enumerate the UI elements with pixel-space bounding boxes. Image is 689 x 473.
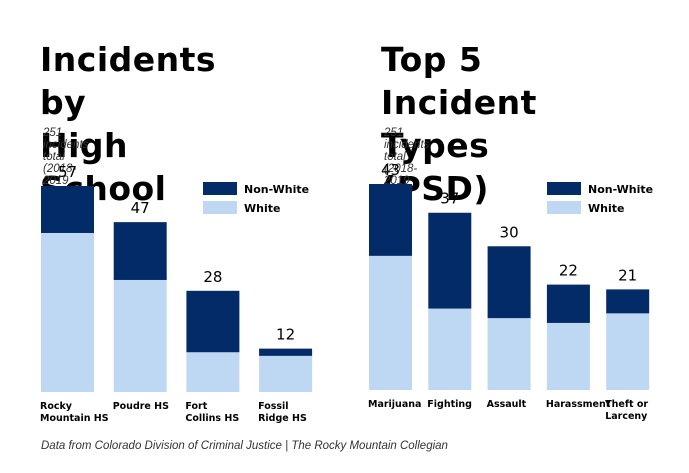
bar-segment-white (369, 255, 412, 390)
bar-total-label: 21 (618, 266, 637, 284)
legend-label: Non-White (244, 183, 309, 196)
bar-segment-white (186, 352, 240, 392)
bar-total-label: 43 (381, 161, 400, 179)
legend-swatch (203, 201, 237, 214)
bar-total-label: 37 (440, 190, 459, 208)
legend-label: White (244, 202, 280, 215)
bar-segment-non-white (606, 289, 650, 314)
category-label: Rocky (40, 401, 73, 412)
bar-total-label: 12 (276, 326, 295, 344)
bar-segment-white (546, 322, 590, 390)
category-label: Marijuana (368, 399, 421, 410)
legend-swatch (547, 182, 581, 195)
bar-segment-non-white (428, 212, 472, 309)
bar-segment-non-white (546, 284, 590, 323)
chart-subtitle: 251 incidents total (2018-2019 data) (384, 127, 430, 199)
category-label: Larceny (605, 411, 648, 422)
bar-segment-non-white (369, 184, 412, 256)
bar-segment-white (259, 355, 313, 392)
category-label: Fighting (427, 399, 472, 410)
legend-label: Non-White (588, 183, 653, 196)
bar-segment-non-white (487, 246, 531, 319)
bar-total-label: 47 (131, 199, 150, 217)
legend-swatch (203, 182, 237, 195)
bar-segment-white (606, 313, 650, 390)
category-label: Mountain HS (40, 413, 109, 424)
category-label: Ridge HS (258, 413, 307, 424)
legend-swatch (547, 201, 581, 214)
bar-segment-non-white (113, 222, 167, 280)
title-line-1: Incidents by (40, 40, 217, 122)
bar-segment-non-white (41, 186, 94, 233)
category-label: Fort (185, 401, 207, 412)
bar-segment-white (487, 318, 531, 390)
bar-total-label: 30 (500, 223, 519, 241)
category-label: Assault (487, 399, 527, 410)
title-line-1: Top 5 Incident (381, 40, 537, 122)
category-label: Fossil (258, 401, 288, 412)
chart-title: Top 5 Incident Types (PSD) (381, 38, 537, 210)
category-label: Collins HS (185, 413, 239, 424)
category-label: Theft or (605, 399, 648, 410)
source-footer: Data from Colorado Division of Criminal … (41, 440, 448, 452)
bar-segment-white (428, 308, 472, 390)
bar-segment-white (113, 279, 167, 392)
legend-label: White (588, 202, 624, 215)
bar-segment-white (41, 232, 94, 392)
title-line-2: Types (PSD) (381, 126, 490, 208)
bar-total-label: 28 (203, 268, 222, 286)
bar-segment-non-white (259, 348, 313, 356)
category-label: Harassment (546, 399, 611, 410)
category-label: Poudre HS (113, 401, 169, 412)
bar-total-label: 22 (559, 262, 578, 280)
bar-segment-non-white (186, 290, 240, 353)
bar-total-label: 57 (58, 163, 77, 181)
